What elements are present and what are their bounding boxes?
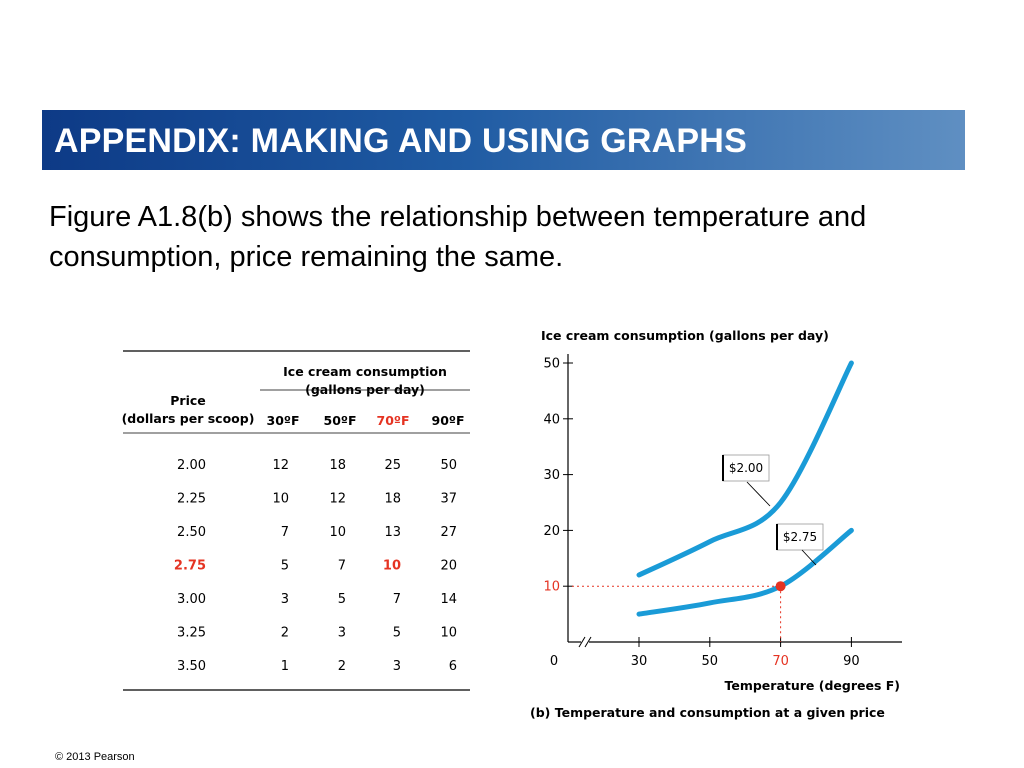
table-row: 3.00 3 5 7 14 (177, 592, 457, 607)
series-label-box (776, 523, 824, 551)
table-row: 2.25 10 12 18 37 (177, 492, 457, 507)
consumption-cell: 12 (329, 492, 346, 507)
consumption-cell: 20 (440, 559, 457, 574)
consumption-cell: 7 (338, 559, 346, 574)
x-tick-label: 50 (702, 654, 719, 669)
highlight-point (775, 581, 786, 592)
consumption-cell: 50 (440, 458, 457, 473)
consumption-cell: 10 (329, 525, 346, 540)
consumption-cell: 1 (281, 659, 289, 674)
consumption-cell: 6 (449, 659, 457, 674)
y-tick-label: 10 (543, 580, 560, 595)
price-cell: 2.50 (177, 525, 206, 540)
consumption-cell: 10 (440, 626, 457, 641)
consumption-cell: 7 (281, 525, 289, 540)
x-axis-label: Temperature (degrees F) (724, 678, 900, 693)
consumption-cell: 2 (338, 659, 346, 674)
consumption-cell: 10 (272, 492, 289, 507)
table-row: 3.50 1 2 3 6 (177, 659, 457, 674)
consumption-cell: 7 (393, 592, 401, 607)
table-row: 2.50 7 10 13 27 (177, 525, 457, 540)
copyright-footer: © 2013 Pearson (55, 751, 135, 763)
consumption-cell: 37 (440, 492, 457, 507)
consumption-cell: 3 (338, 626, 346, 641)
consumption-cell: 18 (329, 458, 346, 473)
consumption-cell: 25 (384, 458, 401, 473)
table-row: 2.75 5 7 10 20 (174, 559, 457, 574)
y-tick-label: 40 (543, 412, 560, 427)
consumption-cell: 5 (393, 626, 401, 641)
temp-header: 70ºF (377, 413, 410, 428)
consumption-cell: 5 (338, 592, 346, 607)
series-label-leader (746, 481, 771, 507)
series-label-text: $2.00 (729, 461, 763, 475)
chart-series: $2.00 $2.75 (572, 360, 854, 642)
chart-caption: (b) Temperature and consumption at a giv… (530, 705, 885, 720)
x-tick-label: 70 (772, 654, 789, 669)
x-tick-label: 30 (631, 654, 648, 669)
x-tick-label: 90 (843, 654, 860, 669)
table-row: 3.25 2 3 5 10 (177, 626, 457, 641)
consumption-cell: 3 (393, 659, 401, 674)
price-cell: 3.25 (177, 626, 206, 641)
chart: Ice cream consumption (gallons per day) … (530, 328, 902, 720)
consumption-cell: 18 (384, 492, 401, 507)
axis-break-mark (578, 636, 586, 648)
price-cell: 2.25 (177, 492, 206, 507)
price-cell: 3.00 (177, 592, 206, 607)
table-row: 2.00 12 18 25 50 (177, 458, 457, 473)
series-label-leader (801, 549, 817, 566)
temp-header: 50ºF (324, 413, 357, 428)
consumption-cell: 14 (440, 592, 457, 607)
price-header: Price (170, 393, 206, 408)
price-header-unit: (dollars per scoop) (122, 411, 255, 426)
y-tick-label: 20 (543, 524, 560, 539)
consumption-cell: 3 (281, 592, 289, 607)
data-table: Price (dollars per scoop) Ice cream cons… (122, 350, 470, 691)
temp-header: 30ºF (267, 413, 300, 428)
consumption-cell: 12 (272, 458, 289, 473)
consumption-cell: 27 (440, 525, 457, 540)
chart-axes: 10 20 30 40 50 0 30 50 70 90 (543, 354, 902, 669)
x-tick-label: 0 (550, 654, 558, 669)
consumption-header: Ice cream consumption (283, 364, 447, 379)
title-bar: APPENDIX: MAKING AND USING GRAPHS (42, 110, 965, 170)
series-label: $2.75 (776, 523, 824, 566)
price-cell: 3.50 (177, 659, 206, 674)
body-text: Figure A1.8(b) shows the relationship be… (49, 201, 867, 273)
consumption-header-unit: (gallons per day) (305, 382, 425, 397)
series-curve (636, 527, 854, 617)
consumption-cell: 13 (384, 525, 401, 540)
series-label-text: $2.75 (783, 530, 817, 544)
series-curve (636, 360, 854, 578)
y-axis-label: Ice cream consumption (gallons per day) (541, 328, 829, 343)
consumption-cell: 10 (383, 559, 401, 574)
price-cell: 2.75 (174, 559, 206, 574)
axis-break-mark (584, 636, 592, 648)
y-tick-label: 50 (543, 357, 560, 372)
temp-header: 90ºF (432, 413, 465, 428)
consumption-cell: 2 (281, 626, 289, 641)
series-label: $2.00 (722, 454, 771, 507)
slide-title: APPENDIX: MAKING AND USING GRAPHS (54, 122, 747, 160)
y-tick-label: 30 (543, 468, 560, 483)
price-cell: 2.00 (177, 458, 206, 473)
consumption-cell: 5 (281, 559, 289, 574)
